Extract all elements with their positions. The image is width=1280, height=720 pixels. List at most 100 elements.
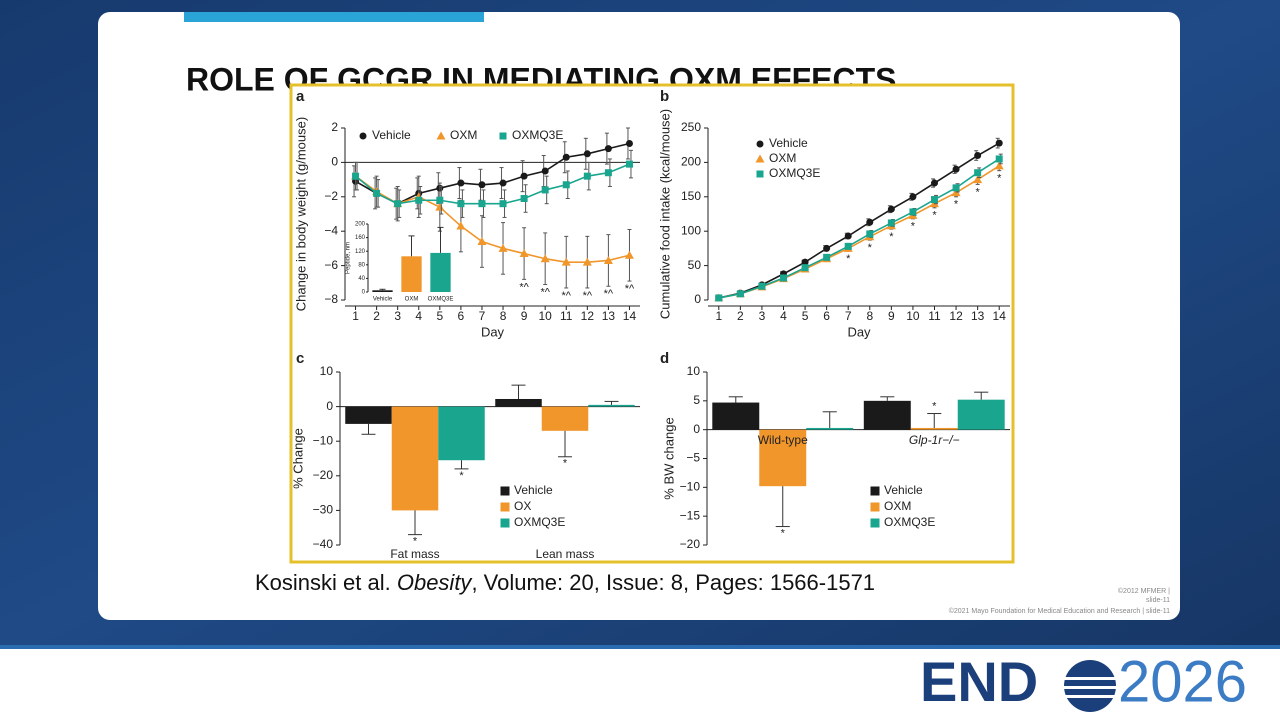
category-label: Fat mass	[390, 547, 439, 561]
significance: *^	[604, 288, 614, 300]
x-tick-label: 2	[737, 309, 744, 323]
point	[540, 254, 550, 263]
point	[604, 145, 612, 153]
category-label: Lean mass	[536, 547, 595, 561]
y-axis-label: Peptide, nm	[346, 242, 352, 274]
x-tick-label: 7	[845, 309, 852, 323]
x-tick-label: 8	[866, 309, 873, 323]
y-tick-label: 0	[362, 290, 366, 296]
bar	[438, 406, 485, 461]
y-tick-label: −5	[686, 451, 700, 465]
bar	[372, 290, 393, 292]
y-tick-label: 0	[326, 399, 333, 413]
legend-label: Vehicle	[769, 136, 808, 150]
significance: *	[889, 231, 894, 243]
point	[974, 152, 982, 160]
significance: *	[781, 527, 786, 539]
point	[435, 202, 445, 211]
y-tick-label: −20	[680, 537, 701, 551]
point	[604, 169, 612, 177]
significance: *	[846, 253, 851, 265]
legend-swatch	[500, 486, 510, 496]
footer-mayo: ©2021 Mayo Foundation for Medical Educat…	[949, 607, 1170, 615]
x-tick-label: 13	[602, 309, 616, 323]
x-tick-label: 3	[759, 309, 766, 323]
y-axis-label: Cumulative food intake (kcal/mouse)	[657, 109, 672, 319]
bar	[391, 406, 439, 511]
point	[624, 250, 634, 259]
bar	[910, 427, 958, 430]
bar	[401, 256, 422, 292]
citation-details: , Volume: 20, Issue: 8, Pages: 1566-1571	[471, 570, 875, 595]
point	[352, 172, 360, 180]
x-tick-label: 14	[623, 309, 637, 323]
significance: *	[954, 199, 959, 211]
x-tick-label: 5	[436, 309, 443, 323]
legend-label: OXM	[884, 499, 911, 513]
y-tick-label: 0	[693, 422, 700, 436]
y-axis-label: % Change	[290, 428, 305, 489]
y-tick-label: −15	[680, 508, 701, 522]
y-tick-label: 200	[355, 222, 366, 228]
point	[562, 181, 570, 189]
point	[583, 172, 591, 180]
point	[498, 243, 508, 252]
x-tick-label: 1	[352, 309, 359, 323]
bar	[430, 252, 451, 292]
bar	[495, 398, 542, 407]
point	[780, 274, 787, 282]
point	[995, 155, 1003, 163]
point	[582, 257, 592, 266]
significance: *	[932, 210, 937, 222]
point	[394, 200, 402, 208]
category-label: Wild-type	[758, 433, 808, 447]
x-tick-label: 9	[521, 309, 528, 323]
x-tick-label: 10	[906, 309, 920, 323]
point	[625, 139, 633, 147]
point	[478, 181, 486, 189]
point	[823, 253, 831, 261]
point	[755, 154, 765, 163]
y-tick-label: −30	[313, 503, 334, 517]
point	[756, 140, 764, 148]
point	[823, 244, 831, 252]
point	[952, 184, 960, 192]
x-tick-label: 4	[780, 309, 787, 323]
legend-label: OXMQ3E	[512, 128, 563, 142]
significance: *^	[562, 290, 572, 302]
y-tick-label: −8	[324, 292, 338, 306]
y-tick-label: −40	[313, 537, 334, 551]
x-tick-label: 14	[993, 309, 1007, 323]
point	[520, 172, 528, 180]
point	[415, 196, 423, 204]
y-tick-label: 100	[681, 223, 701, 237]
accent-bar	[184, 12, 484, 22]
category-label: OXMQ3E	[428, 297, 454, 303]
significance: *	[911, 221, 916, 233]
y-tick-label: 40	[358, 276, 365, 282]
y-tick-label: 120	[355, 249, 366, 255]
significance: *^	[625, 283, 635, 295]
point	[373, 189, 381, 197]
y-tick-label: −6	[324, 258, 338, 272]
point	[952, 165, 960, 173]
point	[477, 237, 487, 246]
logo-text: END	[920, 650, 1038, 713]
point	[995, 139, 1003, 147]
y-tick-label: 50	[688, 258, 702, 272]
point	[844, 232, 852, 240]
category-label: Vehicle	[373, 297, 393, 303]
point	[758, 282, 766, 290]
y-tick-label: 200	[681, 155, 701, 169]
y-axis-label: Change in body weight (g/mouse)	[293, 117, 308, 311]
point	[541, 167, 549, 175]
point	[974, 169, 982, 177]
y-tick-label: −4	[324, 223, 338, 237]
point	[994, 161, 1004, 170]
x-tick-label: 6	[823, 309, 830, 323]
x-tick-label: 1	[715, 309, 722, 323]
x-tick-label: 11	[560, 309, 573, 323]
x-tick-label: 12	[581, 309, 595, 323]
